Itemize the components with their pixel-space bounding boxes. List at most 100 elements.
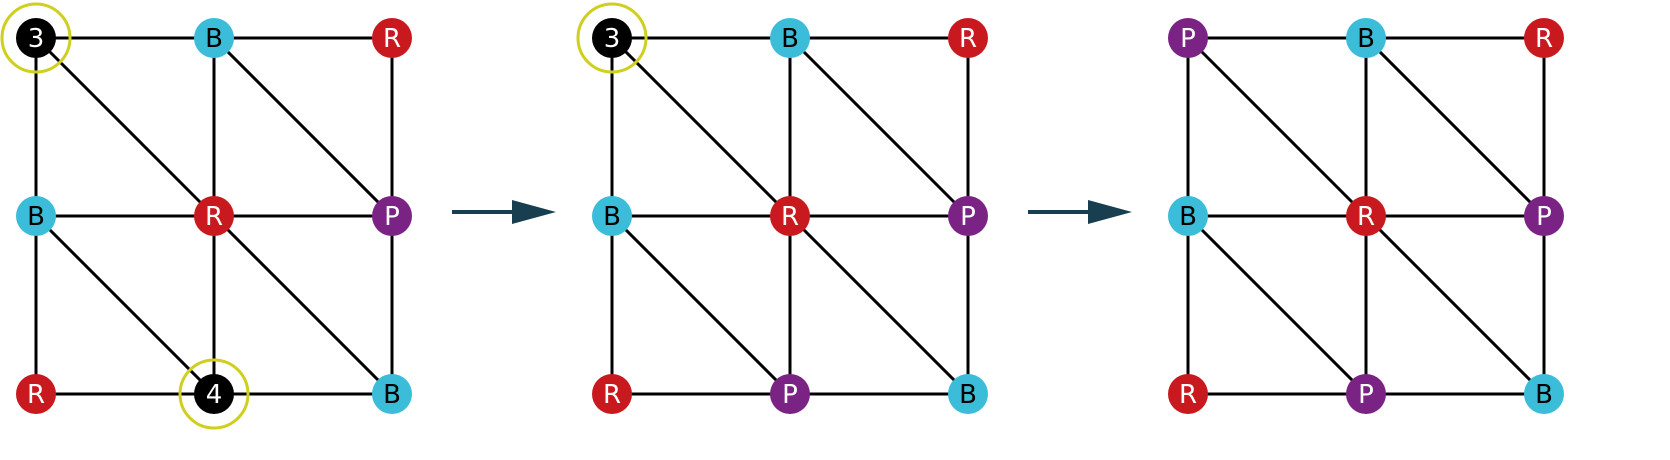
node-r0c0: 3 [16,18,56,58]
node-label: P [1180,24,1196,54]
edge-r0c0-r1c1 [1186,36,1368,218]
node-circle [592,18,632,58]
node-label: R [383,24,401,54]
node-label: R [781,202,799,232]
graph-panel-1: 3 B R B R P R 4 B [0,2,412,430]
arrow-head [512,200,556,224]
node-label: B [383,380,401,410]
edge-r1c0-r2c1 [610,214,792,396]
node-r1c1: R [770,196,810,236]
node-label: P [1358,380,1374,410]
node-circle [1168,18,1208,58]
node-r0c0: 3 [592,18,632,58]
node-circle [372,374,412,414]
edge-r0c1-r1c2 [212,36,394,218]
node-label: P [1536,202,1552,232]
node-label: R [603,380,621,410]
edge-r0c1-r1c2 [788,36,970,218]
transition-arrow-1 [452,200,556,224]
node-r0c1: B [1346,18,1386,58]
node-circle [948,196,988,236]
edge-r0c0-r1c1 [34,36,216,218]
node-r0c2: R [372,18,412,58]
node-label: R [27,380,45,410]
highlight-ring-r0c0 [0,2,72,74]
node-circle [16,196,56,236]
node-r1c0: B [1168,196,1208,236]
node-r0c2: R [1524,18,1564,58]
node-r1c0: B [16,196,56,236]
edge-r0c1-r1c2 [1364,36,1546,218]
node-label: R [1179,380,1197,410]
node-r1c2: P [372,196,412,236]
node-label: P [782,380,798,410]
node-label: B [205,24,223,54]
node-circle [1346,196,1386,236]
node-label: 4 [206,380,223,410]
edge-r1c0-r2c1 [34,214,216,396]
node-circle [770,18,810,58]
node-label: R [205,202,223,232]
edge-r1c1-r2c2 [1364,214,1546,396]
node-label: B [27,202,45,232]
node-r0c1: B [770,18,810,58]
node-circle [1168,196,1208,236]
node-label: B [1179,202,1197,232]
node-circle [16,374,56,414]
node-label: B [781,24,799,54]
edge-r1c1-r2c2 [788,214,970,396]
node-circle [770,374,810,414]
node-circle [948,374,988,414]
node-label: P [384,202,400,232]
node-circle [592,196,632,236]
transition-arrow-2 [1028,200,1132,224]
edge-r1c1-r2c2 [212,214,394,396]
node-r2c2: B [948,374,988,414]
node-r2c0: R [592,374,632,414]
node-label: R [1357,202,1375,232]
node-circle [1346,374,1386,414]
node-r2c2: B [1524,374,1564,414]
node-circle [1524,18,1564,58]
node-circle [16,18,56,58]
edge-r0c0-r1c1 [610,36,792,218]
node-circle [372,196,412,236]
node-r0c1: B [194,18,234,58]
node-r2c1: P [770,374,810,414]
node-r0c2: R [948,18,988,58]
node-circle [194,18,234,58]
node-r2c2: B [372,374,412,414]
node-r1c0: B [592,196,632,236]
node-label: R [959,24,977,54]
node-circle [1524,374,1564,414]
node-label: B [603,202,621,232]
node-label: B [1357,24,1375,54]
highlight-ring-r0c0 [576,2,648,74]
node-circle [1346,18,1386,58]
node-label: P [960,202,976,232]
node-label: 3 [604,24,621,54]
node-r0c0: P [1168,18,1208,58]
node-label: B [959,380,977,410]
node-circle [194,196,234,236]
graph-panel-2: 3 B R B R P R P B [576,2,988,414]
node-r2c1: P [1346,374,1386,414]
node-label: R [1535,24,1553,54]
highlight-ring-r2c1 [178,358,250,430]
node-r2c1: 4 [194,374,234,414]
node-r1c1: R [1346,196,1386,236]
node-circle [372,18,412,58]
node-circle [948,18,988,58]
graph-panel-3: P B R B R P R P B [1168,18,1564,414]
node-circle [1168,374,1208,414]
node-r1c2: P [1524,196,1564,236]
node-circle [194,374,234,414]
node-circle [770,196,810,236]
edge-r1c0-r2c1 [1186,214,1368,396]
node-circle [1524,196,1564,236]
node-circle [592,374,632,414]
node-label: 3 [28,24,45,54]
node-r2c0: R [1168,374,1208,414]
node-r2c0: R [16,374,56,414]
